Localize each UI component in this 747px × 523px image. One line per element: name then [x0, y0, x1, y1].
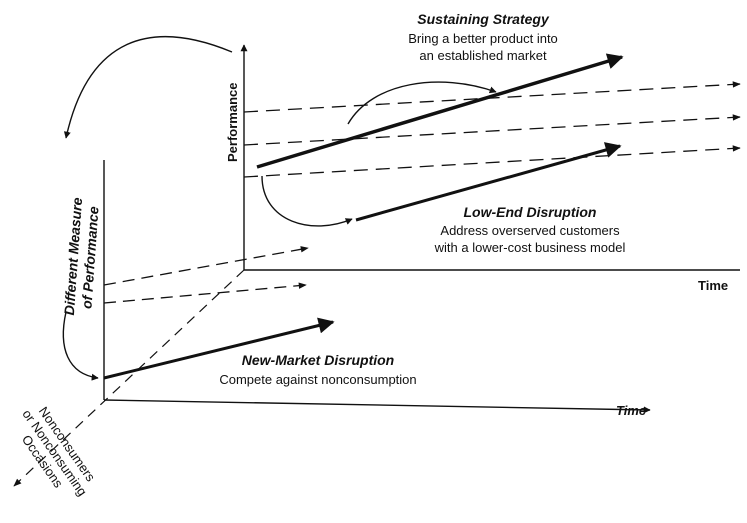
- front-x-axis-label: Time: [616, 403, 647, 418]
- back-x-axis-label: Time: [698, 278, 729, 293]
- low-end-curve-arrow: [261, 175, 353, 227]
- low-end-arrow: [355, 142, 622, 222]
- new-market-arrow: [103, 317, 335, 380]
- low-end-line-1: Address overserved customers: [440, 223, 620, 238]
- sustaining-title: Sustaining Strategy: [417, 11, 549, 27]
- back-dashed-line-2: [243, 114, 741, 146]
- sustaining-arrow: [256, 53, 624, 169]
- sustaining-curve-arrow: [347, 81, 497, 125]
- new-market-line-1: Compete against nonconsumption: [219, 372, 417, 387]
- low-end-title: Low-End Disruption: [463, 204, 597, 220]
- top-swoop-arrow: [63, 35, 233, 139]
- back-y-axis-label: Performance: [225, 82, 240, 162]
- sustaining-line-1: Bring a better product into: [408, 31, 558, 46]
- front-dashed-line-2: [103, 282, 307, 304]
- back-dashed-line-3: [243, 145, 741, 178]
- depth-axis: [13, 269, 245, 487]
- left-bracket-arrow: [62, 311, 99, 381]
- sustaining-line-2: an established market: [419, 48, 547, 63]
- new-market-title: New-Market Disruption: [241, 352, 395, 368]
- front-dashed-line-1: [103, 246, 309, 286]
- low-end-line-2: with a lower-cost business model: [434, 240, 626, 255]
- front-plane-x-axis: [103, 399, 651, 414]
